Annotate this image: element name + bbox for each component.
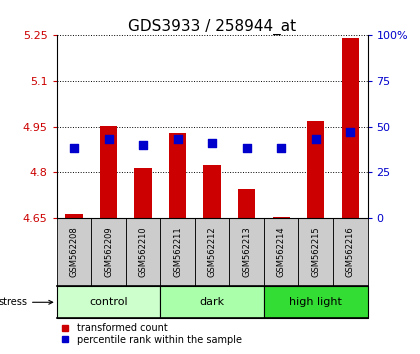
Bar [169,133,186,218]
Point [209,140,215,146]
Bar [264,286,368,319]
Bar [134,168,152,218]
Bar [160,286,264,319]
Text: GSM562216: GSM562216 [346,227,355,277]
Point [140,142,147,148]
Bar [57,218,91,286]
Bar [203,165,221,218]
Text: GSM562213: GSM562213 [242,227,251,277]
Text: control: control [89,297,128,307]
Text: stress: stress [0,297,52,307]
Text: high light: high light [289,297,342,307]
Bar [100,126,117,218]
Bar [195,218,229,286]
Text: GSM562211: GSM562211 [173,227,182,277]
Bar [264,218,299,286]
Point [71,145,77,151]
Text: GSM562215: GSM562215 [311,227,320,277]
Bar [57,286,160,319]
Text: GSM562208: GSM562208 [69,227,79,277]
Bar [333,218,368,286]
Bar [307,121,324,218]
Bar [91,218,126,286]
Point [278,145,284,151]
Point [105,137,112,142]
Bar [299,218,333,286]
Bar [160,218,195,286]
Point [312,137,319,142]
Text: GSM562209: GSM562209 [104,227,113,277]
Text: dark: dark [200,297,225,307]
Text: GSM562210: GSM562210 [139,227,147,277]
Bar [341,38,359,218]
Bar [229,218,264,286]
Bar [238,189,255,218]
Bar [273,217,290,218]
Point [243,145,250,151]
Text: GSM562214: GSM562214 [277,227,286,277]
Text: GSM562212: GSM562212 [207,227,217,277]
Title: GDS3933 / 258944_at: GDS3933 / 258944_at [128,19,296,35]
Point [174,137,181,142]
Bar [126,218,160,286]
Point [347,129,354,135]
Bar [66,214,83,218]
Legend: transformed count, percentile rank within the sample: transformed count, percentile rank withi… [62,323,242,345]
